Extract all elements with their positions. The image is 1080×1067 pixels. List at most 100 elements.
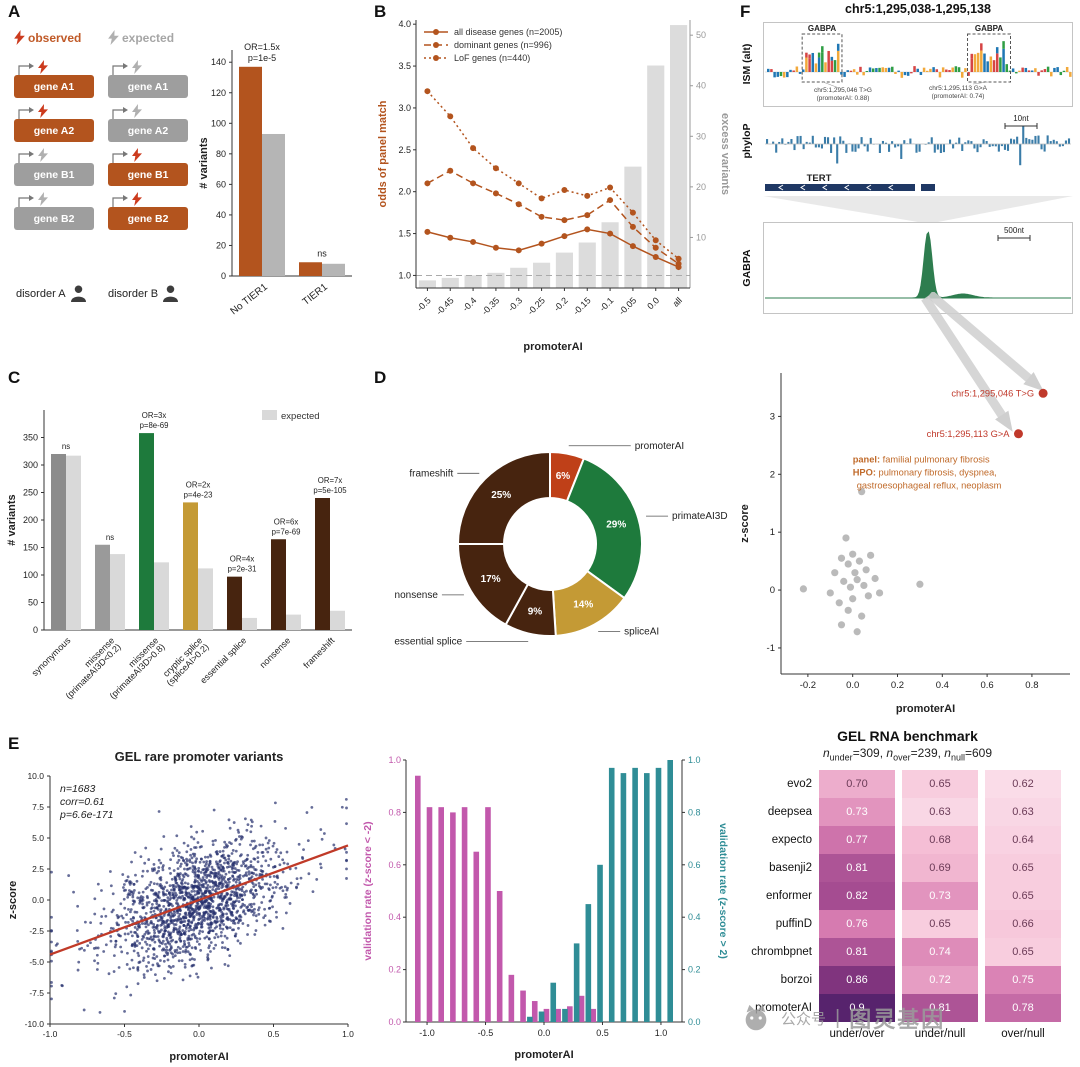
promoter-arrow-icon xyxy=(18,60,48,75)
promoter-arrow-icon xyxy=(112,104,142,119)
gene-box-gene-a2: gene A2 xyxy=(14,104,96,142)
svg-text:chr5:1,295,046 T>G: chr5:1,295,046 T>G xyxy=(814,87,872,94)
svg-text:HPO: pulmonary fibrosis, dyspn: HPO: pulmonary fibrosis, dyspnea, xyxy=(853,468,997,478)
heatmap-cell: 0.73 xyxy=(902,882,978,911)
svg-text:-0.2: -0.2 xyxy=(552,295,570,313)
svg-text:-0.05: -0.05 xyxy=(617,295,639,317)
svg-text:z-score: z-score xyxy=(739,504,751,543)
heatmap-cell: 0.72 xyxy=(902,966,978,995)
svg-text:-0.25: -0.25 xyxy=(525,295,547,317)
watermark: 公众号 | 图灵基因 xyxy=(740,1002,945,1034)
heatmap-cell: 0.86 xyxy=(819,966,895,995)
svg-text:3: 3 xyxy=(770,411,775,422)
svg-text:0.8: 0.8 xyxy=(388,807,401,817)
svg-text:29%: 29% xyxy=(606,520,626,531)
panel-label-d: D xyxy=(374,368,387,387)
svg-text:spliceAI: spliceAI xyxy=(624,627,659,638)
svg-text:ns: ns xyxy=(317,248,327,258)
svg-text:all: all xyxy=(671,295,684,308)
svg-text:0.4: 0.4 xyxy=(688,912,701,922)
svg-text:0.0: 0.0 xyxy=(388,1017,401,1027)
benchmark-row-promoterAI: promoterAI 0.9 0.81 0.78 xyxy=(735,994,1080,1023)
svg-text:1.0: 1.0 xyxy=(388,755,401,765)
benchmark-row-borzoi: borzoi 0.86 0.72 0.75 xyxy=(735,966,1080,995)
panel-a-chart: 0 20 40 60 80 100 120 140 # variants OR=1.5xp=1e-… xyxy=(198,42,352,317)
heatmap-cell: 0.82 xyxy=(819,882,895,911)
svg-text:10nt: 10nt xyxy=(1013,114,1029,123)
svg-text:0.6: 0.6 xyxy=(388,860,401,870)
heatmap-cell: 0.63 xyxy=(902,798,978,827)
benchmark-row-puffinD: puffinD 0.76 0.65 0.66 xyxy=(735,910,1080,939)
svg-text:100: 100 xyxy=(23,570,38,580)
svg-text:17%: 17% xyxy=(481,574,501,585)
promoter-arrow-icon xyxy=(18,148,48,163)
svg-text:300: 300 xyxy=(23,460,38,470)
svg-text:0.2: 0.2 xyxy=(388,965,401,975)
svg-text:-1.0: -1.0 xyxy=(419,1028,435,1038)
panel-label-b: B xyxy=(374,2,387,21)
svg-text:validation rate (z-score > 2): validation rate (z-score > 2) xyxy=(717,823,729,959)
svg-text:1.0: 1.0 xyxy=(398,270,411,280)
svg-text:14%: 14% xyxy=(573,599,593,610)
panel-b-chart: 1.0 1.5 2.0 2.5 3.0 3.5 4.0 10 20 30 40 50 -0.5 -0.45… xyxy=(377,19,730,353)
svg-text:1.5: 1.5 xyxy=(398,229,411,239)
ism-track-label: ISM (alt) xyxy=(741,43,753,85)
svg-text:-1: -1 xyxy=(767,643,775,654)
svg-text:0.4: 0.4 xyxy=(936,680,949,691)
svg-text:-5.0: -5.0 xyxy=(29,957,44,967)
svg-text:GABPA: GABPA xyxy=(975,24,1004,33)
heatmap-cell: 0.65 xyxy=(902,910,978,939)
svg-text:500nt: 500nt xyxy=(1004,226,1025,235)
svg-text:GEL rare promoter variants: GEL rare promoter variants xyxy=(115,749,284,764)
person-icon xyxy=(70,285,86,302)
heatmap-cell: 0.74 xyxy=(902,938,978,967)
svg-text:0.2: 0.2 xyxy=(688,965,701,975)
svg-text:No TIER1: No TIER1 xyxy=(229,281,271,317)
benchmark-row-enformer: enformer 0.82 0.73 0.65 xyxy=(735,882,1080,911)
gene-box-gene-a1: gene A1 xyxy=(14,60,96,98)
svg-text:-0.5: -0.5 xyxy=(415,295,433,313)
svg-text:GABPA: GABPA xyxy=(808,24,837,33)
row-label: evo2 xyxy=(787,778,812,791)
watermark-logo-icon xyxy=(745,1004,767,1031)
heatmap-cell: 0.63 xyxy=(985,798,1061,827)
svg-text:0.8: 0.8 xyxy=(688,807,701,817)
gene-box-gene-a2: gene A2 xyxy=(108,104,190,142)
heatmap-cell: 0.81 xyxy=(819,938,895,967)
svg-text:ns: ns xyxy=(106,533,114,542)
svg-text:0.0: 0.0 xyxy=(538,1028,551,1038)
svg-text:-0.15: -0.15 xyxy=(571,295,593,317)
svg-text:0: 0 xyxy=(33,625,38,635)
row-label: deepsea xyxy=(767,806,812,819)
svg-text:excess variants: excess variants xyxy=(719,113,730,195)
svg-text:-0.5: -0.5 xyxy=(117,1029,132,1039)
promoter-arrow-icon xyxy=(112,60,142,75)
svg-text:promoterAI: promoterAI xyxy=(514,1049,573,1061)
svg-text:p=4e-23: p=4e-23 xyxy=(184,490,213,499)
svg-text:3.0: 3.0 xyxy=(398,103,411,113)
panel-label-f: F xyxy=(740,2,751,21)
svg-text:0: 0 xyxy=(221,271,226,281)
svg-text:odds of panel match: odds of panel match xyxy=(377,100,389,207)
svg-text:20: 20 xyxy=(696,182,706,192)
promoter-arrow-icon xyxy=(18,104,48,119)
svg-text:0.5: 0.5 xyxy=(268,1029,280,1039)
svg-text:1: 1 xyxy=(770,527,775,538)
svg-text:2.5: 2.5 xyxy=(398,145,411,155)
row-label: borzoi xyxy=(780,974,812,987)
svg-text:TIER1: TIER1 xyxy=(301,281,330,307)
peak-arrows xyxy=(921,292,1044,432)
svg-text:9%: 9% xyxy=(528,606,543,617)
svg-text:frameshift: frameshift xyxy=(301,635,336,670)
gene-box-gene-b2: gene B2 xyxy=(14,192,96,230)
promoter-arrow-icon xyxy=(18,192,48,207)
f-region-title: chr5:1,295,038-1,295,138 xyxy=(845,2,991,16)
zoom-wedge xyxy=(763,196,1073,222)
svg-text:-0.45: -0.45 xyxy=(434,295,456,317)
row-label: chrombpnet xyxy=(751,946,812,959)
svg-text:p=8e-69: p=8e-69 xyxy=(140,421,169,430)
row-label: promoterAI xyxy=(755,1002,812,1015)
svg-text:panel: familial pulmonary fibr: panel: familial pulmonary fibrosis xyxy=(853,455,990,465)
svg-text:-7.5: -7.5 xyxy=(29,988,44,998)
benchmark-row-deepsea: deepsea 0.73 0.63 0.63 xyxy=(735,798,1080,827)
